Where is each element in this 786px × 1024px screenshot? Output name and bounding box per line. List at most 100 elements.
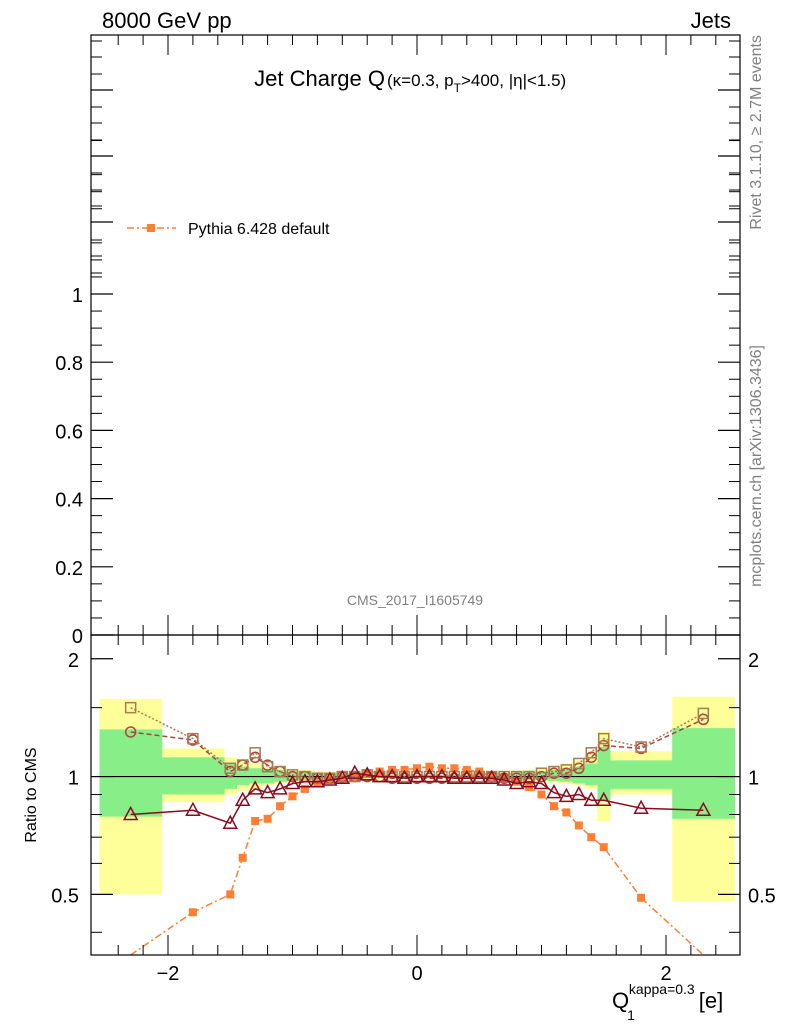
point-square-filled xyxy=(363,769,372,778)
ratio-frame xyxy=(90,634,741,956)
mcplots-label: mcplots.cern.ch [arXiv:1306.3436] xyxy=(748,345,765,587)
point-triangle-open xyxy=(508,774,525,790)
point-triangle-open xyxy=(471,769,488,785)
point-square-filled xyxy=(574,821,583,830)
point-triangle-open xyxy=(322,771,338,786)
point-square-filled xyxy=(276,802,285,811)
point-square-filled xyxy=(288,792,297,801)
main-y-ticks: 0 0.2 0.4 0.6 0.8 1 xyxy=(55,40,740,648)
point-square-open xyxy=(224,762,236,775)
point-square-filled xyxy=(587,833,596,842)
point-square-open xyxy=(560,764,573,776)
point-triangle-open xyxy=(558,787,575,803)
x-axis-label-sup: kappa=0.3 xyxy=(629,981,695,997)
series-line xyxy=(130,765,704,956)
band-stat xyxy=(161,757,225,795)
point-square-filled xyxy=(226,890,235,899)
main-ytick-label: 0 xyxy=(72,626,83,648)
point-circle-open xyxy=(697,713,710,726)
band-stat xyxy=(597,747,611,801)
ratio-ytick-label-left: 0.5 xyxy=(51,885,79,907)
point-square-open xyxy=(124,701,137,714)
x-axis-label-unit: [e] xyxy=(699,988,723,1013)
legend-label: Pythia 6.428 default xyxy=(188,221,330,238)
point-triangle-open xyxy=(533,774,550,790)
point-triangle-open xyxy=(459,769,475,785)
point-square-open xyxy=(585,747,598,759)
ratio-ytick-label-left: 2 xyxy=(68,650,79,672)
point-square-filled xyxy=(537,790,546,799)
point-triangle-open xyxy=(309,773,326,788)
point-triangle-open xyxy=(359,766,375,781)
point-triangle-open xyxy=(346,764,363,779)
point-triangle-open xyxy=(234,791,251,806)
point-square-filled xyxy=(300,784,309,793)
point-square-filled xyxy=(562,808,571,817)
point-square-filled xyxy=(549,802,558,811)
main-panel: 0 0.2 0.4 0.6 0.8 1 Jet Charge Q (κ=0.3, pT>4… xyxy=(55,34,741,648)
point-triangle-open xyxy=(496,771,512,786)
point-square-open xyxy=(548,765,560,778)
point-square-filled xyxy=(238,853,247,862)
point-triangle-open xyxy=(185,801,201,817)
point-triangle-open xyxy=(409,767,425,783)
point-square-filled xyxy=(599,843,608,852)
point-triangle-open xyxy=(571,785,587,801)
point-square-open xyxy=(236,759,249,771)
point-square-open xyxy=(286,769,299,781)
legend: Pythia 6.428 default xyxy=(127,221,330,238)
point-square-open xyxy=(697,707,710,720)
band-stat xyxy=(99,729,163,817)
x-axis-label-sub: 1 xyxy=(627,1007,635,1023)
point-triangle-open xyxy=(421,767,438,783)
point-triangle-open xyxy=(222,814,239,829)
band-stat xyxy=(248,768,262,784)
point-square-open xyxy=(510,770,523,783)
point-triangle-open xyxy=(595,791,612,806)
ratio-ytick-label-right: 2 xyxy=(748,650,759,672)
point-triangle-open xyxy=(371,767,388,783)
point-triangle-open xyxy=(334,769,351,785)
point-triangle-open xyxy=(521,773,537,788)
header-left: 8000 GeV pp xyxy=(102,8,232,33)
ratio-xtick-label: −2 xyxy=(157,963,180,985)
band-stat xyxy=(585,763,599,786)
x-axis-label-main: Q xyxy=(612,988,629,1013)
point-triangle-open xyxy=(633,799,649,814)
ratio-ytick-label-right: 1 xyxy=(748,768,759,790)
point-triangle-open xyxy=(284,774,301,790)
main-ytick-label: 0.8 xyxy=(55,353,83,375)
point-triangle-open xyxy=(695,801,712,817)
point-square-open xyxy=(187,732,199,745)
main-x-ticks xyxy=(117,35,717,635)
point-triangle-open xyxy=(272,780,288,795)
chart-title-sub-b: >400, |η|<1.5) xyxy=(461,71,566,90)
legend-marker xyxy=(147,224,155,232)
point-triangle-open xyxy=(483,769,500,785)
point-square-filled xyxy=(263,814,272,823)
ratio-ytick-label-right: 0.5 xyxy=(748,885,776,907)
chart-title-sub-a: (κ=0.3, p xyxy=(387,71,454,90)
point-circle-open xyxy=(598,739,610,752)
point-square-open xyxy=(635,741,647,753)
point-square-filled xyxy=(188,908,197,917)
point-square-open xyxy=(249,747,261,759)
point-triangle-open xyxy=(122,805,139,821)
ratio-series xyxy=(122,701,712,956)
ratio-xtick-label: 0 xyxy=(411,963,422,985)
analysis-label: CMS_2017_I1605749 xyxy=(347,592,483,608)
point-triangle-open xyxy=(446,769,463,785)
ratio-ylabel: Ratio to CMS xyxy=(23,747,40,842)
main-ytick-label: 0.4 xyxy=(55,490,83,512)
ratio-ytick-label-left: 1 xyxy=(68,768,79,790)
point-triangle-open xyxy=(384,767,400,783)
point-square-open xyxy=(261,760,274,773)
point-square-open xyxy=(274,765,286,778)
x-axis-label: Q 1 kappa=0.3 [e] xyxy=(612,981,723,1023)
point-square-open xyxy=(535,767,548,779)
point-circle-open xyxy=(124,726,137,738)
ratio-x-ticks: −2 0 2 xyxy=(117,635,717,985)
point-square-open xyxy=(573,757,585,770)
point-square-filled xyxy=(637,893,646,902)
